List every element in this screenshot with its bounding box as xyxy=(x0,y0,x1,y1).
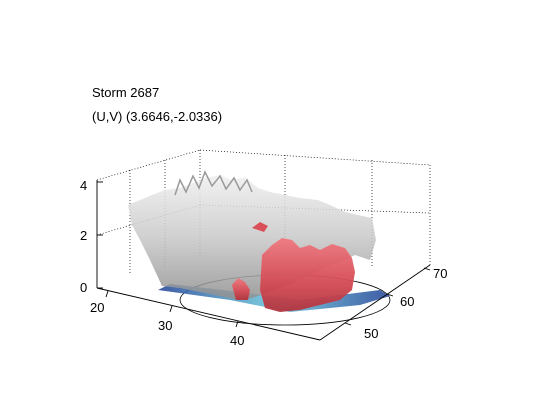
grey-peaks xyxy=(174,170,253,196)
y-tick-70: 70 xyxy=(433,266,447,281)
red-blob-top xyxy=(252,222,268,232)
red-isosurface xyxy=(260,238,355,312)
x-axis: 20 30 40 xyxy=(90,290,244,348)
storm-title: Storm 2687 xyxy=(92,85,160,100)
axis-box xyxy=(96,180,431,341)
storm-velocity-label: (U,V) (3.6646,-2.0336) xyxy=(92,109,223,124)
red-isosurface-left xyxy=(232,278,250,300)
y-tick-60: 60 xyxy=(400,294,414,309)
x-tick-20: 20 xyxy=(90,300,104,315)
z-axis: 0 2 4 xyxy=(80,178,103,295)
y-axis: 50 60 70 xyxy=(344,266,447,341)
z-tick-2: 2 xyxy=(80,228,87,243)
z-tick-4: 4 xyxy=(80,178,87,193)
x-tick-30: 30 xyxy=(158,318,172,333)
y-tick-50: 50 xyxy=(364,326,378,341)
x-tick-40: 40 xyxy=(230,333,244,348)
z-tick-0: 0 xyxy=(80,280,87,295)
